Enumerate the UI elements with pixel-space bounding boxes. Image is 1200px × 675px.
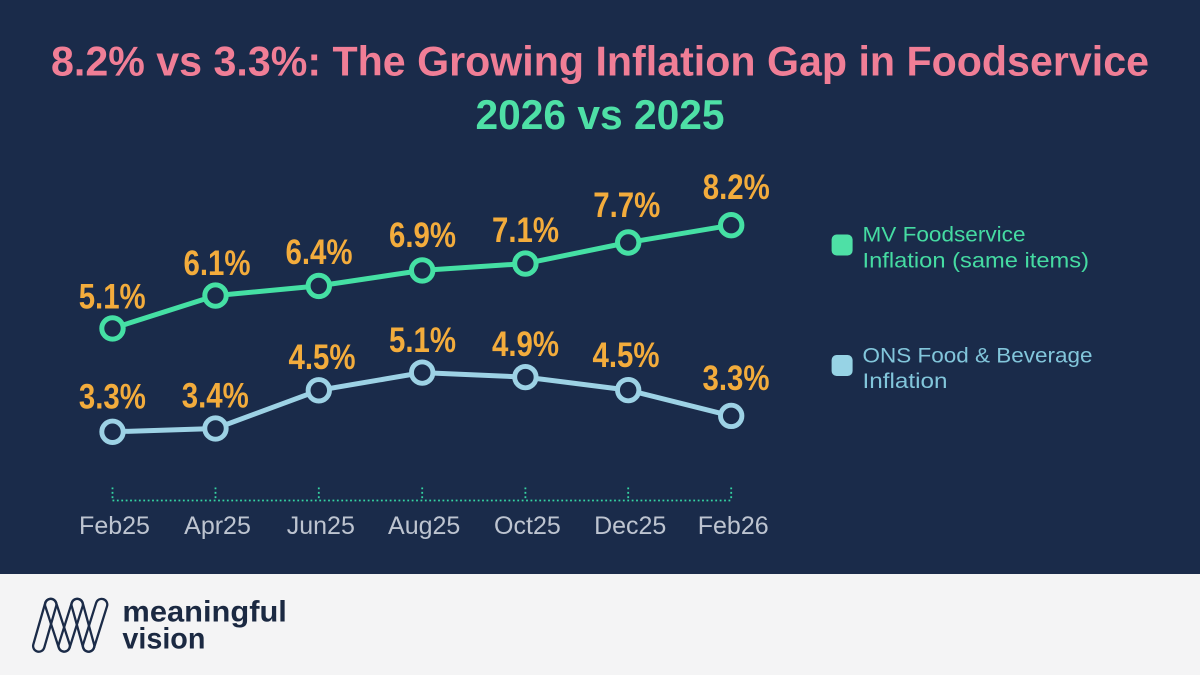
svg-text:4.5%: 4.5% <box>593 335 660 375</box>
svg-text:2026 vs 2025: 2026 vs 2025 <box>476 91 725 138</box>
svg-text:5.1%: 5.1% <box>79 277 146 317</box>
svg-text:Inflation: Inflation <box>863 369 948 393</box>
svg-text:4.9%: 4.9% <box>492 324 559 364</box>
svg-text:Dec25: Dec25 <box>594 512 666 540</box>
svg-text:7.1%: 7.1% <box>492 210 559 250</box>
svg-text:meaningful: meaningful <box>122 596 287 629</box>
svg-text:6.1%: 6.1% <box>184 243 251 283</box>
svg-text:4.5%: 4.5% <box>289 337 356 377</box>
svg-text:Inflation (same items): Inflation (same items) <box>863 249 1090 273</box>
svg-text:Feb25: Feb25 <box>79 512 150 540</box>
svg-text:5.1%: 5.1% <box>389 320 456 360</box>
svg-text:6.9%: 6.9% <box>389 215 456 255</box>
svg-text:MV Foodservice: MV Foodservice <box>863 223 1026 247</box>
svg-text:Aug25: Aug25 <box>388 512 460 540</box>
svg-text:Apr25: Apr25 <box>184 512 251 540</box>
svg-text:6.4%: 6.4% <box>286 232 353 272</box>
svg-text:3.3%: 3.3% <box>79 377 146 417</box>
svg-text:8.2%: 8.2% <box>703 167 770 207</box>
svg-text:3.3%: 3.3% <box>703 358 770 398</box>
svg-text:3.4%: 3.4% <box>182 375 249 415</box>
svg-text:Feb26: Feb26 <box>698 512 769 540</box>
svg-text:7.7%: 7.7% <box>593 185 660 225</box>
svg-text:vision: vision <box>122 623 205 656</box>
svg-text:ONS Food & Beverage: ONS Food & Beverage <box>863 344 1093 368</box>
svg-text:Oct25: Oct25 <box>494 512 561 540</box>
svg-text:Jun25: Jun25 <box>287 512 355 540</box>
svg-text:8.2% vs 3.3%: The Growing Infl: 8.2% vs 3.3%: The Growing Inflation Gap … <box>51 38 1149 85</box>
